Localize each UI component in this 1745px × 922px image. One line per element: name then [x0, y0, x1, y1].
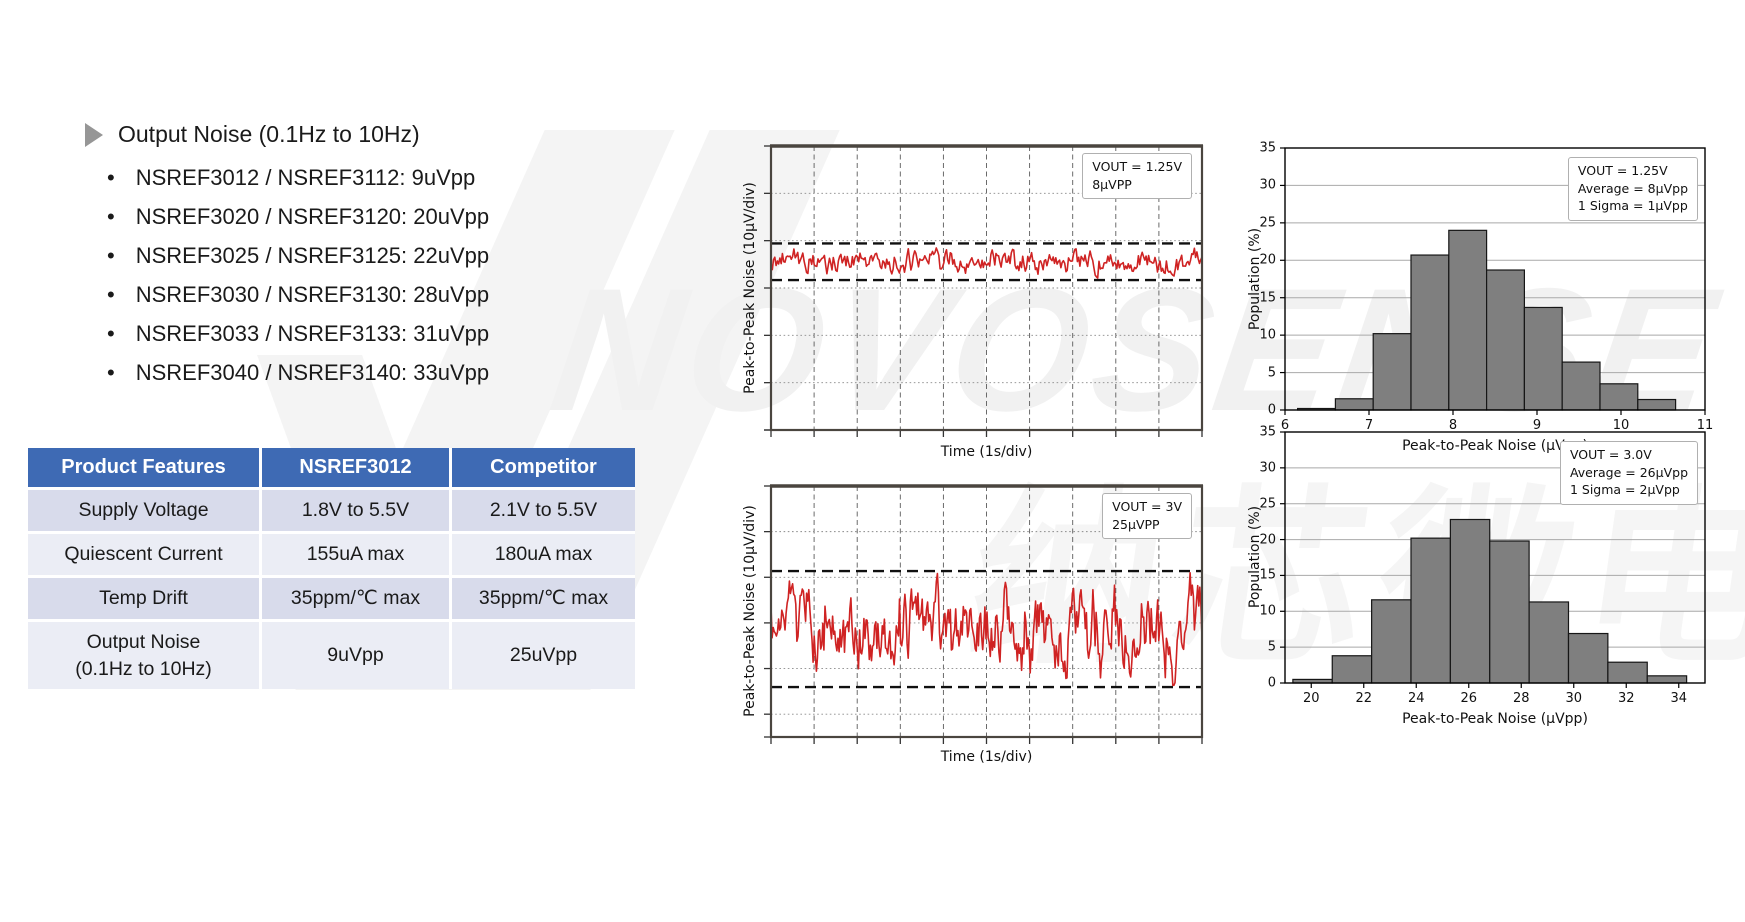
bullet-item: NSREF3020 / NSREF3120: 20uVpp	[100, 197, 489, 236]
y-tick-label: 5	[1267, 365, 1276, 381]
table-cell: 35ppm/℃ max	[452, 578, 635, 619]
legend-line: VOUT = 3V	[1112, 499, 1182, 514]
y-tick-label: 10	[1259, 327, 1276, 343]
y-tick-label: 15	[1259, 290, 1276, 306]
table-cell: 9uVpp	[262, 622, 449, 689]
y-tick-label: 5	[1267, 639, 1276, 655]
legend: VOUT = 3V 25μVPP	[1102, 493, 1192, 539]
table-cell: 35ppm/℃ max	[262, 578, 449, 619]
noise-trace-chart-vout-3v: Peak-to-Peak Noise (10μV/div) VOUT = 3V 2…	[655, 458, 1220, 788]
y-tick-label: 25	[1259, 496, 1276, 512]
table-header-cell: Competitor	[452, 448, 635, 487]
bullet-item: NSREF3030 / NSREF3130: 28uVpp	[100, 275, 489, 314]
x-tick-label: 10	[1612, 418, 1630, 433]
table-cell: 25uVpp	[452, 622, 635, 689]
legend: VOUT = 3.0V Average = 26μVpp 1 Sigma = 2μV…	[1559, 441, 1698, 505]
y-tick-label: 25	[1259, 215, 1276, 231]
y-tick-label: 0	[1267, 402, 1276, 418]
bullet-item: NSREF3025 / NSREF3125: 22uVpp	[100, 236, 489, 275]
y-tick-label: 15	[1259, 567, 1276, 583]
y-tick-label: 30	[1259, 460, 1276, 476]
legend-line: Average = 26μVpp	[1569, 464, 1688, 480]
legend-line: 1 Sigma = 1μVpp	[1577, 198, 1688, 213]
y-axis-label: Population (%)	[1247, 227, 1263, 331]
legend-line: 25μVPP	[1112, 516, 1160, 532]
bullet-item-text: NSREF3020 / NSREF3120: 20uVpp	[135, 203, 490, 229]
y-axis-label: Peak-to-Peak Noise (10μV/div)	[742, 505, 758, 717]
x-tick-label: 9	[1532, 418, 1542, 433]
x-tick-label: 28	[1512, 691, 1530, 706]
x-tick-label: 32	[1617, 691, 1635, 706]
bullet-item-text: NSREF3012 / NSREF3112: 9uVpp	[135, 164, 476, 190]
legend-line: 8μVPP	[1092, 176, 1132, 192]
legend-line: VOUT = 1.25V	[1577, 163, 1668, 178]
x-tick-label: 11	[1696, 418, 1714, 433]
arrow-bullet-icon	[85, 122, 103, 147]
legend-line: 1 Sigma = 2μVpp	[1569, 482, 1680, 497]
x-tick-label: 22	[1355, 691, 1373, 706]
x-axis-label: Time (1s/div)	[940, 749, 1033, 765]
table-cell: 1.8V to 5.5V	[262, 490, 449, 531]
x-tick-label: 20	[1302, 691, 1320, 706]
heading-title: Output Noise (0.1Hz to 10Hz)	[118, 121, 420, 147]
x-tick-label: 30	[1565, 691, 1583, 706]
bullet-item: NSREF3012 / NSREF3112: 9uVpp	[100, 158, 489, 197]
bullet-item-text: NSREF3030 / NSREF3130: 28uVpp	[135, 281, 490, 307]
section-heading: Output Noise (0.1Hz to 10Hz)	[85, 121, 420, 148]
legend-line: Average = 8μVpp	[1577, 180, 1688, 196]
x-tick-label: 8	[1448, 418, 1458, 433]
bullet-item-text: NSREF3025 / NSREF3125: 22uVpp	[135, 242, 490, 268]
table-cell: Quiescent Current	[28, 534, 259, 575]
y-tick-label: 30	[1259, 177, 1276, 193]
x-tick-label: 6	[1280, 418, 1290, 433]
x-tick-label: 26	[1460, 691, 1478, 706]
bullet-item-text: NSREF3040 / NSREF3140: 33uVpp	[135, 359, 490, 385]
histogram-svg	[1280, 147, 1706, 415]
table-header-cell: NSREF3012	[262, 448, 449, 487]
table-cell: Output Noise (0.1Hz to 10Hz)	[28, 622, 259, 689]
plot-area: VOUT = 1.25V 8μVPP	[764, 144, 1204, 437]
legend: VOUT = 1.25V 8μVPP	[1082, 153, 1192, 199]
x-axis-label: Time (1s/div)	[940, 444, 1033, 460]
y-tick-label: 35	[1259, 424, 1276, 440]
table-cell: 180uA max	[452, 534, 635, 575]
noise-histogram-vout-3v: Population (%) VOUT = 3.0V Average = 26μV…	[1225, 402, 1745, 732]
y-axis-label: Population (%)	[1247, 505, 1263, 609]
table-header-cell: Product Features	[28, 448, 259, 487]
x-tick-label: 34	[1670, 691, 1688, 706]
noise-trace-chart-vout-1v25: Peak-to-Peak Noise (10μV/div) VOUT = 1.2…	[655, 118, 1220, 470]
histogram-svg	[1280, 431, 1706, 688]
legend-line: VOUT = 1.25V	[1092, 159, 1182, 174]
x-axis-label: Peak-to-Peak Noise (μVpp)	[1402, 438, 1588, 454]
noise-histogram-vout-1v25: Population (%) VOUT = 1.25V Average = 8μV…	[1225, 118, 1745, 468]
plot-area: VOUT = 3V 25μVPP	[764, 484, 1204, 744]
bullet-item: NSREF3040 / NSREF3140: 33uVpp	[100, 353, 489, 392]
bullet-item: NSREF3033 / NSREF3133: 31uVpp	[100, 314, 489, 353]
table-cell: 155uA max	[262, 534, 449, 575]
y-tick-label: 10	[1259, 603, 1276, 619]
noise-spec-bullet-list: NSREF3012 / NSREF3112: 9uVpp NSREF3020 / …	[100, 158, 489, 392]
noise-trace-svg	[764, 144, 1204, 437]
table-cell: Temp Drift	[28, 578, 259, 619]
table-cell: 2.1V to 5.5V	[452, 490, 635, 531]
x-tick-label: 7	[1364, 418, 1374, 433]
plot-area: VOUT = 3.0V Average = 26μVpp 1 Sigma = 2μV…	[1259, 425, 1706, 706]
y-tick-label: 20	[1259, 252, 1276, 268]
bullet-item-text: NSREF3033 / NSREF3133: 31uVpp	[135, 320, 490, 346]
legend: VOUT = 1.25V Average = 8μVpp 1 Sigma = 1μV…	[1567, 157, 1698, 221]
legend-line: VOUT = 3.0V	[1569, 447, 1652, 462]
x-tick-label: 24	[1407, 691, 1425, 706]
table-cell: Supply Voltage	[28, 490, 259, 531]
y-axis-label: Peak-to-Peak Noise (10μV/div)	[742, 182, 758, 394]
features-table: Product Features NSREF3012 Competitor Su…	[28, 448, 635, 689]
y-tick-label: 0	[1267, 675, 1276, 691]
y-tick-label: 35	[1259, 140, 1276, 156]
plot-area: VOUT = 1.25V Average = 8μVpp 1 Sigma = 1μV…	[1259, 141, 1713, 434]
y-tick-label: 20	[1259, 532, 1276, 548]
x-axis-label: Peak-to-Peak Noise (μVpp)	[1402, 711, 1588, 727]
